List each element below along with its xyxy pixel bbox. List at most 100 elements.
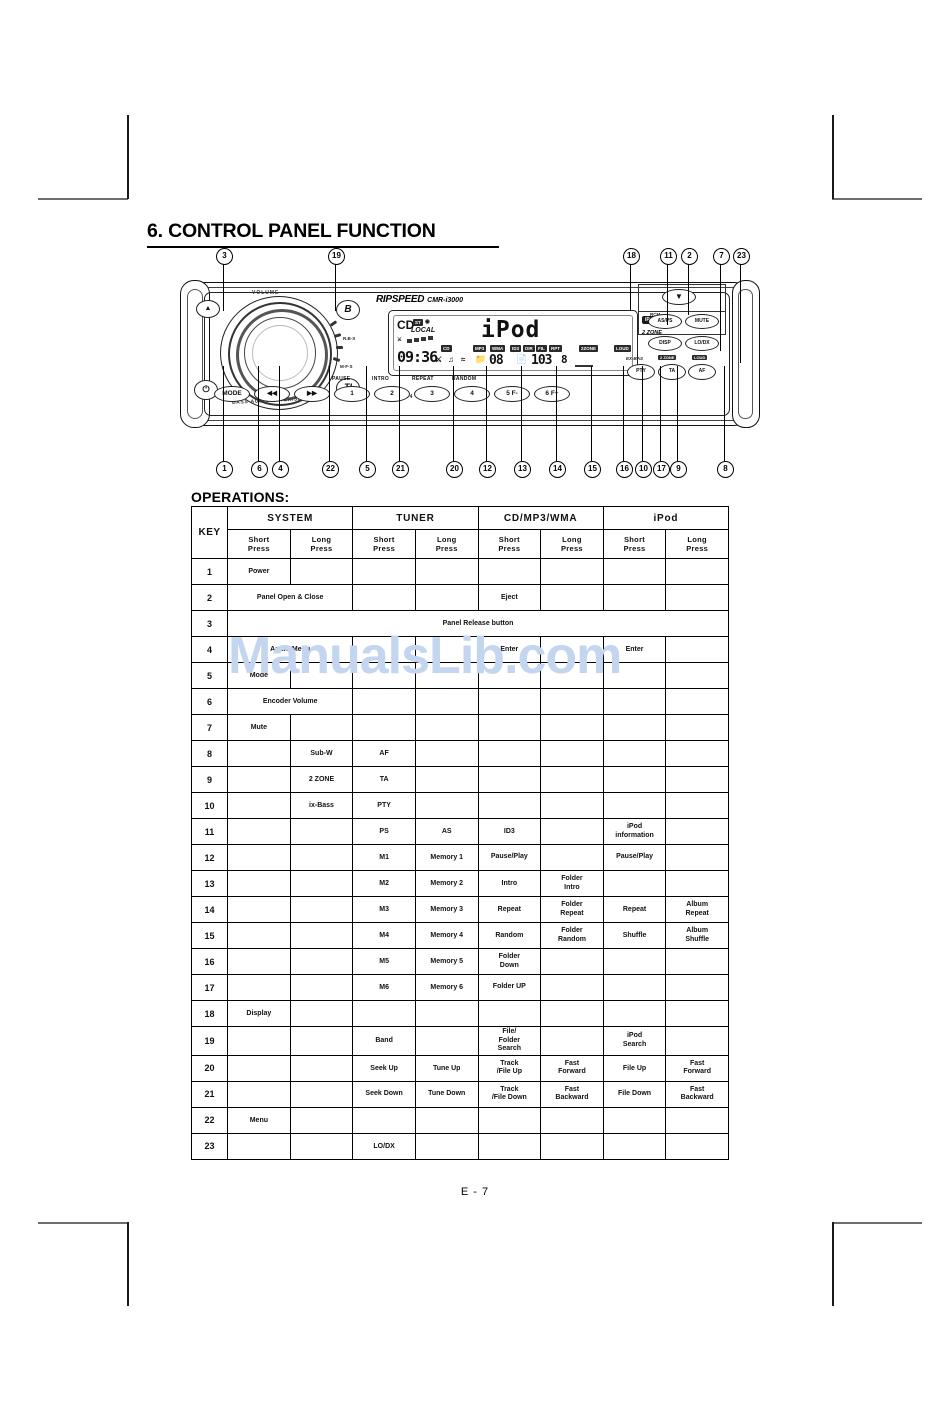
- callout-1: 1: [216, 461, 233, 478]
- cell-9-4: [477, 766, 542, 793]
- cell-6-3: [414, 688, 479, 715]
- table-row: 15 M4 Memory 4 Random Folder Random Shuffle Alb…: [190, 922, 729, 949]
- row-key-12: 12: [190, 844, 229, 871]
- cell-10-6: [602, 792, 667, 819]
- callout-21: 21: [392, 461, 409, 478]
- cell-12-0: [227, 844, 291, 871]
- callout-leader-12: [486, 366, 487, 461]
- callout-leader-8: [724, 366, 725, 461]
- callout-8: 8: [717, 461, 734, 478]
- cell-15-3: Memory 4: [414, 922, 479, 949]
- cell-7-2: [352, 714, 416, 741]
- mute-button[interactable]: MUTE: [685, 314, 719, 329]
- front-button-toplabel-intro: INTRO: [372, 376, 390, 382]
- front-button-4[interactable]: 4: [454, 386, 490, 402]
- cell-13-5: Folder Intro: [540, 870, 604, 897]
- cell-6-6: [602, 688, 667, 715]
- callout-leader-3: [223, 263, 224, 311]
- callout-12: 12: [479, 461, 496, 478]
- cell-14-3: Memory 3: [414, 896, 479, 923]
- row-key-14: 14: [190, 896, 229, 923]
- lcd-icon-shuffle: ⚔: [435, 355, 443, 364]
- callout-9: 9: [670, 461, 687, 478]
- table-row: 9 2 ZONE TA: [190, 766, 729, 793]
- lo-dx-button[interactable]: LO/DX: [685, 336, 719, 351]
- cell-12-1: [289, 844, 354, 871]
- row-key-4: 4: [190, 636, 229, 663]
- cell-7-4: [477, 714, 542, 741]
- ex-bass-label: EX-BAS: [626, 356, 644, 361]
- cell-10-1: ix-Bass: [289, 792, 354, 819]
- cell-4-5: [540, 636, 604, 663]
- front-button-[interactable]: ◀◀: [254, 386, 290, 402]
- cell-6-4: [477, 688, 542, 715]
- front-button-2[interactable]: 2: [374, 386, 410, 402]
- cell-18-6: [602, 1000, 667, 1027]
- lcd-icon-folder: 📁: [475, 354, 487, 364]
- cell-7-7: [665, 714, 729, 741]
- column-subheader-3: Long Press: [414, 529, 479, 559]
- cell-9-3: [414, 766, 479, 793]
- cell-14-7: Album Repeat: [665, 896, 729, 923]
- loud-chip: LOUD: [692, 355, 708, 360]
- cell-16-7: [665, 948, 729, 975]
- lcd-file-number: 103: [531, 353, 553, 368]
- af-button[interactable]: AF: [688, 364, 716, 380]
- disp-button[interactable]: DISP: [648, 336, 682, 351]
- cell-11-0: [227, 818, 291, 845]
- cell-8-7: [665, 740, 729, 767]
- cell-21-4: Track/File Down: [477, 1080, 542, 1108]
- front-button-mode[interactable]: MODE: [214, 386, 250, 402]
- column-group-cd: CD/MP3/WMA: [477, 506, 604, 530]
- front-button-3[interactable]: 3: [414, 386, 450, 402]
- knob-tick-3: [336, 346, 343, 349]
- cell-6-2: [352, 688, 416, 715]
- cell-20-4: Track/File Up: [477, 1054, 542, 1082]
- front-button-6f[interactable]: 6 F+: [534, 386, 570, 402]
- cell-13-0: [227, 870, 291, 897]
- lcd-icon-wave: ≈: [461, 355, 466, 364]
- faceplate-right-edge: [732, 280, 760, 428]
- cell-19-7: [665, 1026, 729, 1056]
- table-row: 7 Mute: [190, 714, 729, 741]
- callout-23: 23: [733, 248, 750, 265]
- encoder-volume-knob[interactable]: [244, 317, 316, 389]
- cell-6-5: [540, 688, 604, 715]
- pty-button[interactable]: PTY: [627, 364, 655, 380]
- table-row: 14 M3 Memory 3 Repeat Folder Repeat Repeat Albu…: [190, 896, 729, 923]
- ta-rds-button[interactable]: TA: [658, 364, 686, 380]
- cell-4-system: Audio Menu: [227, 636, 354, 663]
- cell-10-4: [477, 792, 542, 819]
- table-sub-header-row: Short Press Long Press Short Press Long Press Sh…: [192, 529, 729, 559]
- front-button-5f[interactable]: 5 F-: [494, 386, 530, 402]
- callout-leader-5: [366, 366, 367, 461]
- cell-17-4: Folder UP: [477, 974, 542, 1001]
- cell-8-2: AF: [352, 740, 416, 767]
- callout-leader-7: [720, 263, 721, 351]
- cell-1-6: [602, 558, 667, 585]
- cell-11-4: ID3: [477, 818, 542, 845]
- front-button-1[interactable]: 1: [334, 386, 370, 402]
- callout-leader-9: [677, 366, 678, 461]
- cell-20-6: File Up: [602, 1054, 667, 1082]
- cell-16-0: [227, 948, 291, 975]
- table-row: 1 Power: [190, 558, 729, 585]
- lcd-extra-digit: 8: [561, 353, 568, 366]
- cell-15-6: Shuffle: [602, 922, 667, 949]
- cell-23-2: LO/DX: [352, 1132, 416, 1160]
- front-button-[interactable]: ▶▶: [294, 386, 330, 402]
- lcd-chip-dir: DIR: [523, 345, 535, 352]
- callout-11: 11: [660, 248, 677, 265]
- cell-5-7: [665, 662, 729, 689]
- callout-leader-18: [630, 263, 631, 311]
- cell-6-7: [665, 688, 729, 715]
- row-key-15: 15: [190, 922, 229, 949]
- cell-16-2: M5: [352, 948, 416, 975]
- panel-open-button[interactable]: ▲: [196, 300, 220, 318]
- column-header-key: KEY: [190, 506, 229, 559]
- as-ps-button[interactable]: AS/PS: [648, 314, 682, 329]
- band-button[interactable]: B: [336, 300, 360, 320]
- cell-2-4: Eject: [477, 584, 542, 611]
- cell-5-1: [289, 662, 354, 689]
- panel-release-button[interactable]: ▼: [662, 289, 696, 305]
